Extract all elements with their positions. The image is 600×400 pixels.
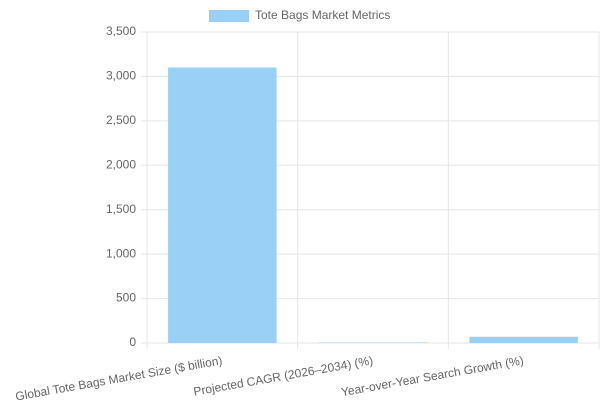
y-tick-label: 1,000	[106, 246, 136, 260]
y-tick-label: 500	[116, 291, 136, 305]
bar	[168, 67, 277, 344]
bar	[469, 336, 578, 343]
y-tick-label: 2,500	[106, 113, 136, 127]
y-tick-label: 1,500	[106, 202, 136, 216]
y-tick-label: 0	[129, 335, 136, 349]
x-tick-label: Global Tote Bags Market Size ($ billion)	[14, 353, 223, 400]
y-tick-label: 3,000	[106, 69, 136, 83]
legend-swatch	[209, 10, 249, 22]
bar	[318, 342, 428, 343]
legend-label: Tote Bags Market Metrics	[255, 8, 390, 22]
y-tick-label: 2,000	[106, 157, 136, 171]
y-tick-label: 3,500	[106, 24, 136, 38]
